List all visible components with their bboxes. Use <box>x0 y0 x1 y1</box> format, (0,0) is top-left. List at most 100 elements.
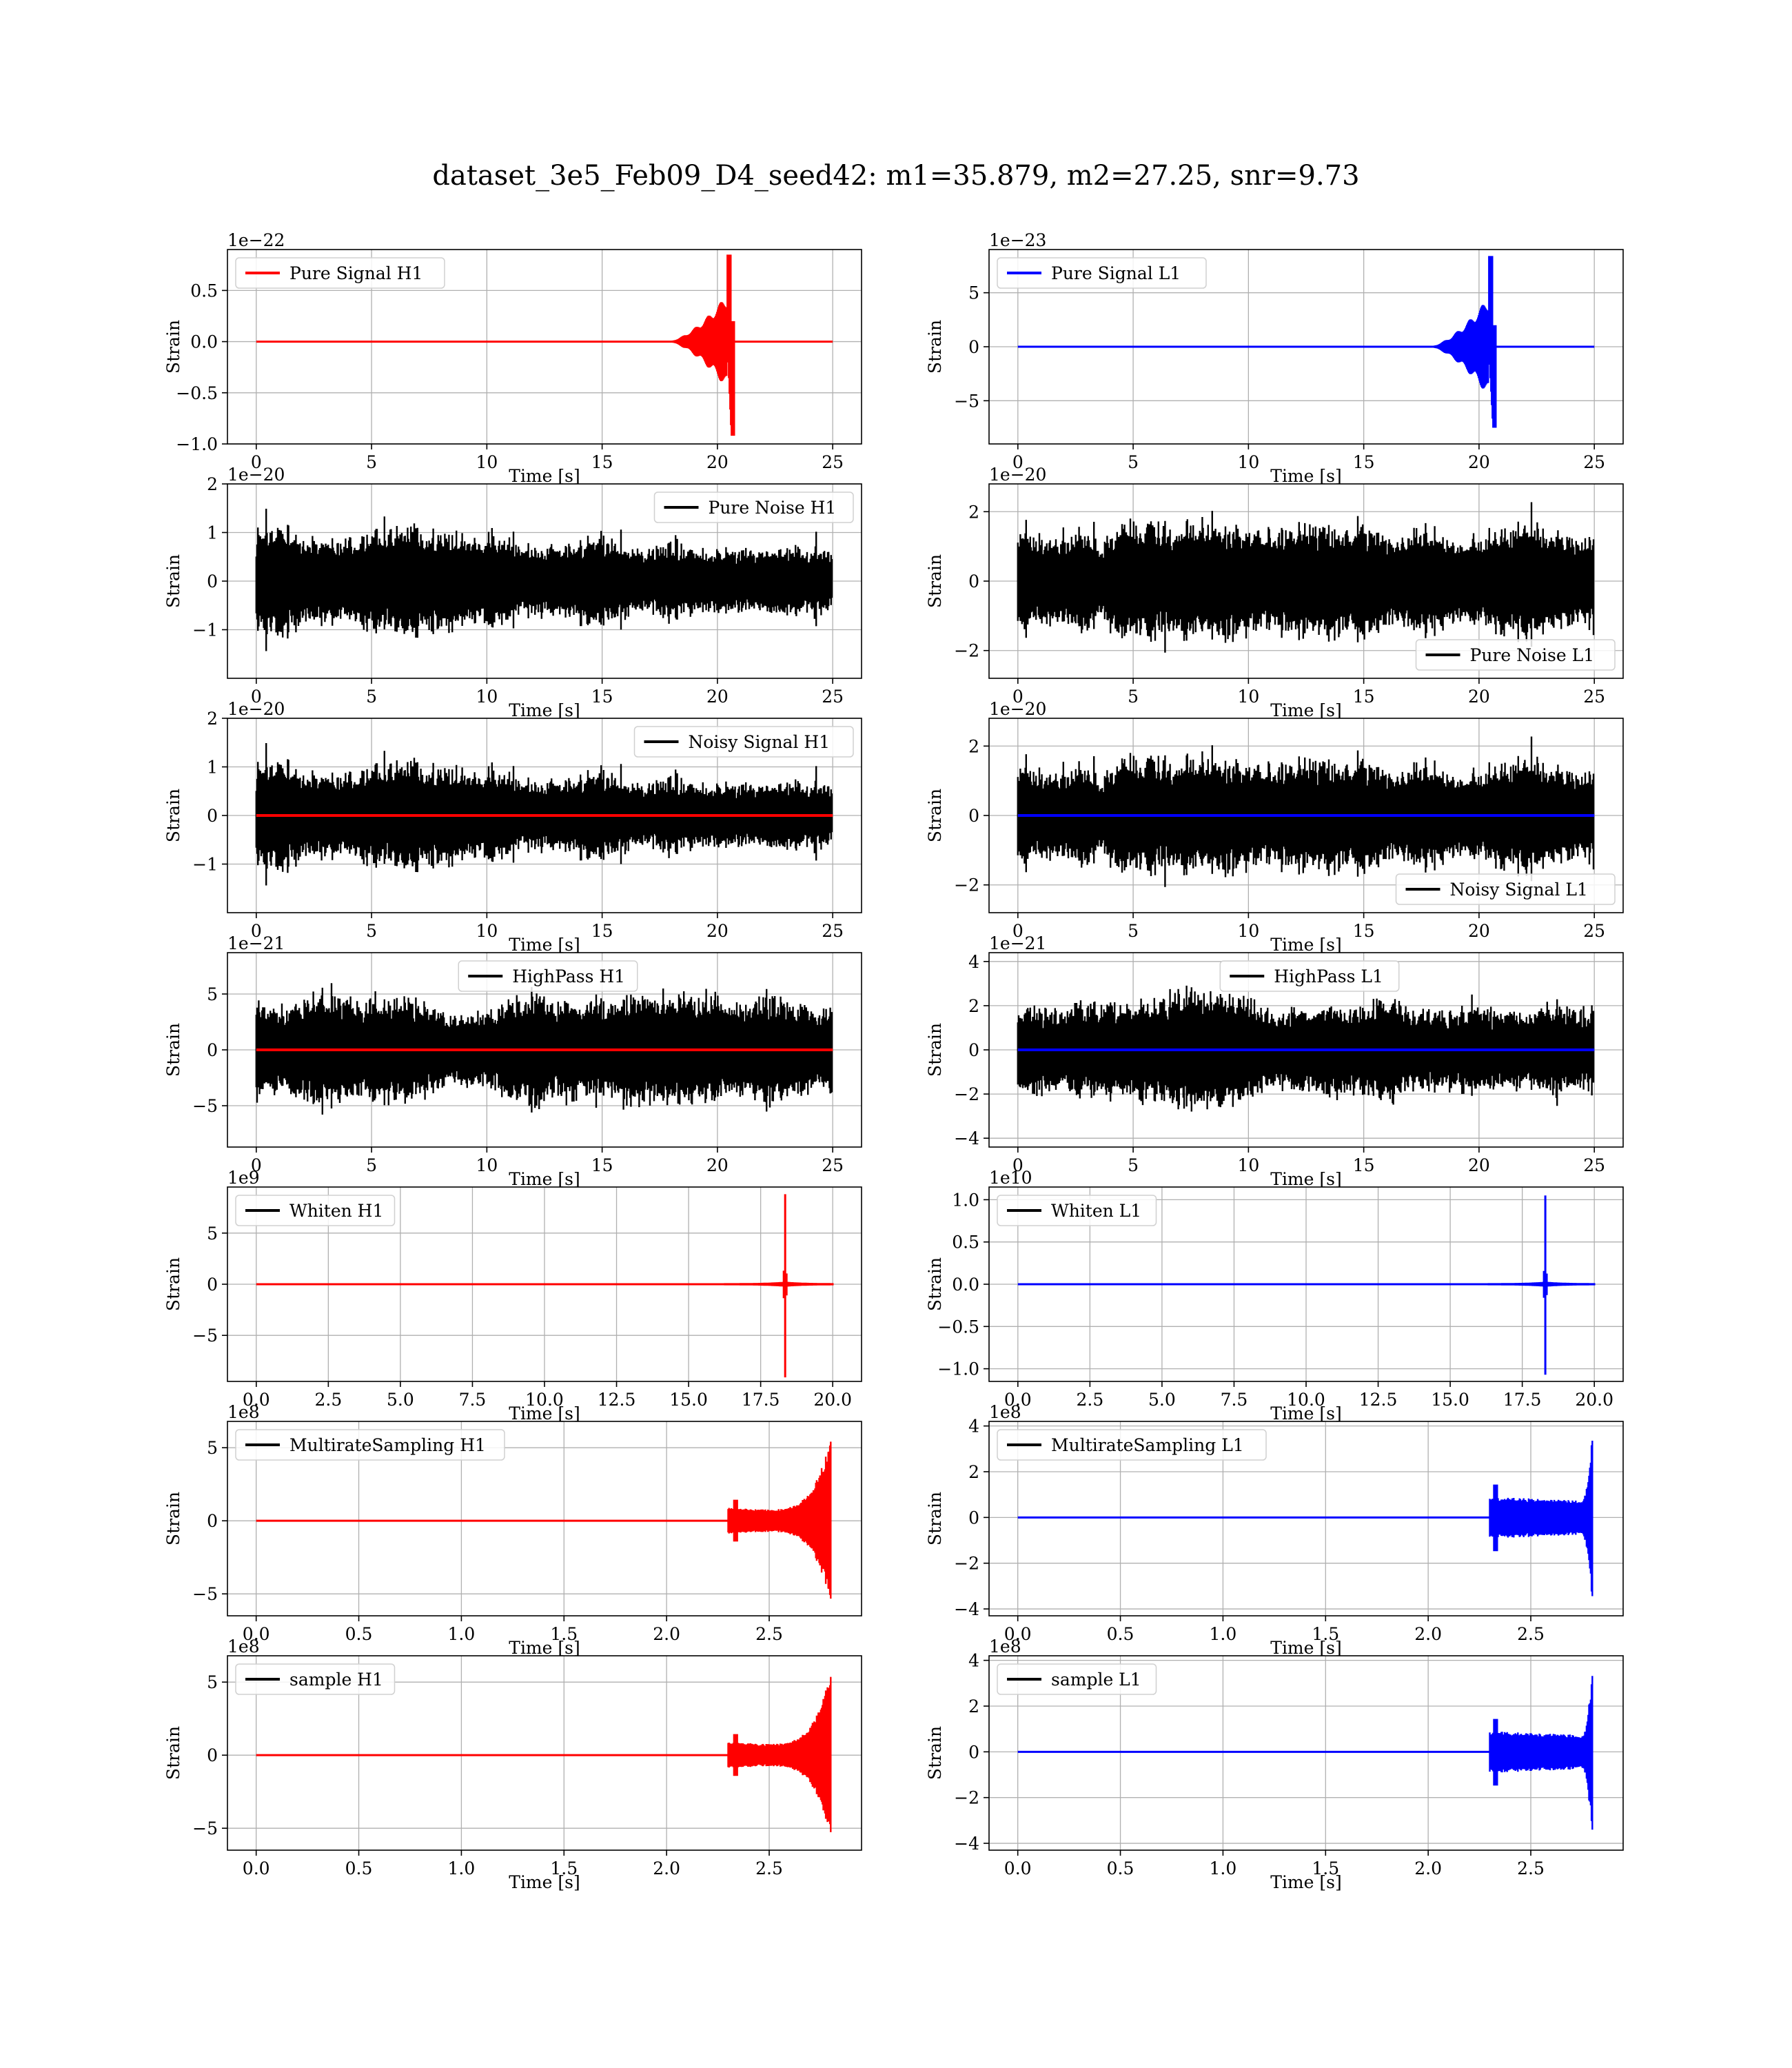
x-axis-label: Time [s] <box>1270 935 1341 955</box>
y-tick-label: −0.5 <box>937 1317 979 1337</box>
legend: Noisy Signal L1 <box>1395 873 1616 905</box>
x-tick-label: 0 <box>1012 687 1024 707</box>
x-tick-label: 2.5 <box>755 1858 783 1878</box>
series-whiten-h1 <box>711 1194 834 1378</box>
x-axis-label: Time [s] <box>509 1169 580 1189</box>
offset-label: 1e8 <box>989 1636 1021 1656</box>
x-tick-label: 20.0 <box>1575 1390 1613 1410</box>
y-tick-label: 0 <box>968 1742 979 1762</box>
y-tick-label: 1 <box>207 758 218 778</box>
data-area <box>256 1441 832 1599</box>
series-multiratesampling-l1 <box>1489 1441 1594 1596</box>
x-tick-label: 0 <box>251 921 262 941</box>
y-tick-label: 2 <box>968 502 979 522</box>
y-axis-label: Strain <box>925 1726 945 1780</box>
x-tick-label: 12.5 <box>598 1390 636 1410</box>
y-tick-label: −1 <box>192 855 218 875</box>
y-tick-label: 0.5 <box>952 1233 979 1253</box>
data-area <box>1017 1441 1594 1596</box>
offset-label: 1e−20 <box>989 465 1046 485</box>
y-axis-label: Strain <box>925 1492 945 1545</box>
data-area <box>256 1676 832 1832</box>
x-tick-label: 0.0 <box>1004 1624 1032 1644</box>
panel-highpass-h1: 0 5 10 15 20 25 −5 0 5 1e−21 Time [s] Strain HighPas… <box>163 933 862 1189</box>
x-tick-label: 5.0 <box>387 1390 414 1410</box>
y-axis-label: Strain <box>163 789 183 842</box>
data-area <box>255 983 833 1115</box>
x-axis-label: Time [s] <box>1270 1872 1341 1892</box>
y-tick-label: 0 <box>968 806 979 826</box>
y-tick-label: 1 <box>207 523 218 543</box>
x-tick-label: 15.0 <box>1431 1390 1469 1410</box>
x-tick-label: 20 <box>1468 452 1490 472</box>
offset-label: 1e8 <box>227 1402 260 1422</box>
x-tick-label: 2.5 <box>314 1390 342 1410</box>
figure-title: dataset_3e5_Feb09_D4_seed42: m1=35.879, … <box>432 160 1359 192</box>
y-axis-label: Strain <box>925 554 945 608</box>
legend-box <box>235 1429 505 1461</box>
x-tick-label: 5 <box>366 1155 377 1175</box>
legend-box <box>997 1195 1157 1226</box>
x-tick-label: 10.0 <box>525 1390 564 1410</box>
x-tick-label: 2.5 <box>1517 1858 1545 1878</box>
legend-box <box>1395 873 1616 905</box>
legend: Noisy Signal H1 <box>633 726 854 758</box>
x-tick-label: 20 <box>706 687 729 707</box>
x-tick-label: 15 <box>1353 1155 1375 1175</box>
y-tick-label: 0.5 <box>190 281 218 301</box>
x-tick-label: 7.5 <box>1221 1390 1248 1410</box>
y-tick-label: 2 <box>207 474 218 494</box>
panel-multirate-sampling-h1: 0.0 0.5 1.0 1.5 2.0 2.5 −5 0 5 1e8 Time [s] Strain M… <box>163 1402 862 1658</box>
x-tick-label: 1.0 <box>1210 1858 1237 1878</box>
x-tick-label: 0.0 <box>243 1624 270 1644</box>
series-pure-noise-h1 <box>255 509 833 651</box>
legend-label: MultirateSampling L1 <box>1051 1435 1244 1455</box>
legend-label: HighPass L1 <box>1274 966 1383 986</box>
x-tick-label: 25 <box>822 687 844 707</box>
x-tick-label: 15 <box>591 921 613 941</box>
y-axis-label: Strain <box>925 1023 945 1077</box>
offset-label: 1e−20 <box>989 699 1046 719</box>
x-axis-label: Time [s] <box>509 1638 580 1658</box>
legend: Whiten H1 <box>235 1195 396 1226</box>
legend-box <box>1219 960 1400 992</box>
legend-label: HighPass H1 <box>512 966 625 986</box>
legend: Whiten L1 <box>997 1195 1157 1226</box>
x-tick-label: 0.5 <box>1107 1858 1134 1878</box>
y-tick-label: 5 <box>207 984 218 1004</box>
y-tick-label: 0 <box>968 571 979 591</box>
x-axis-label: Time [s] <box>1270 1638 1341 1658</box>
y-axis-label: Strain <box>163 1023 183 1077</box>
data-area <box>1017 1676 1594 1830</box>
legend-label: Pure Noise L1 <box>1470 645 1595 665</box>
x-tick-label: 5 <box>366 687 377 707</box>
panel-sample-l1: 0.0 0.5 1.0 1.5 2.0 2.5 −4 −2 0 2 4 1e8 Time [s] Stra… <box>925 1636 1624 1892</box>
x-tick-label: 5 <box>1128 1155 1139 1175</box>
series-sample-l1 <box>1489 1676 1594 1830</box>
x-tick-label: 15.0 <box>669 1390 708 1410</box>
y-tick-label: 0 <box>207 1511 218 1531</box>
x-axis-label: Time [s] <box>509 700 580 720</box>
offset-label: 1e10 <box>989 1168 1032 1188</box>
x-tick-label: 0 <box>1012 1155 1024 1175</box>
x-tick-label: 17.5 <box>1503 1390 1542 1410</box>
legend-box <box>1415 639 1616 671</box>
y-tick-label: 0.0 <box>190 332 218 352</box>
axes-frame <box>227 249 862 445</box>
x-tick-label: 2.0 <box>653 1858 680 1878</box>
x-tick-label: 25 <box>1583 1155 1605 1175</box>
axes-frame <box>988 1655 1624 1851</box>
series-pure-signal-l1 <box>1428 256 1497 428</box>
axes-frame <box>227 1655 862 1851</box>
y-tick-label: 4 <box>968 1417 979 1437</box>
x-tick-label: 2.0 <box>1414 1624 1442 1644</box>
x-tick-label: 15 <box>1353 921 1375 941</box>
y-tick-label: 2 <box>968 1462 979 1482</box>
axes-frame <box>227 1421 862 1616</box>
x-tick-label: 1.0 <box>448 1624 476 1644</box>
x-axis-label: Time [s] <box>1270 1403 1341 1423</box>
y-tick-label: −5 <box>192 1584 218 1604</box>
y-tick-label: 2 <box>968 1696 979 1716</box>
panel-pure-noise-l1: 0 5 10 15 20 25 −2 0 2 1e−20 Time [s] Strain Pure No… <box>925 465 1624 720</box>
x-tick-label: 5.0 <box>1148 1390 1176 1410</box>
